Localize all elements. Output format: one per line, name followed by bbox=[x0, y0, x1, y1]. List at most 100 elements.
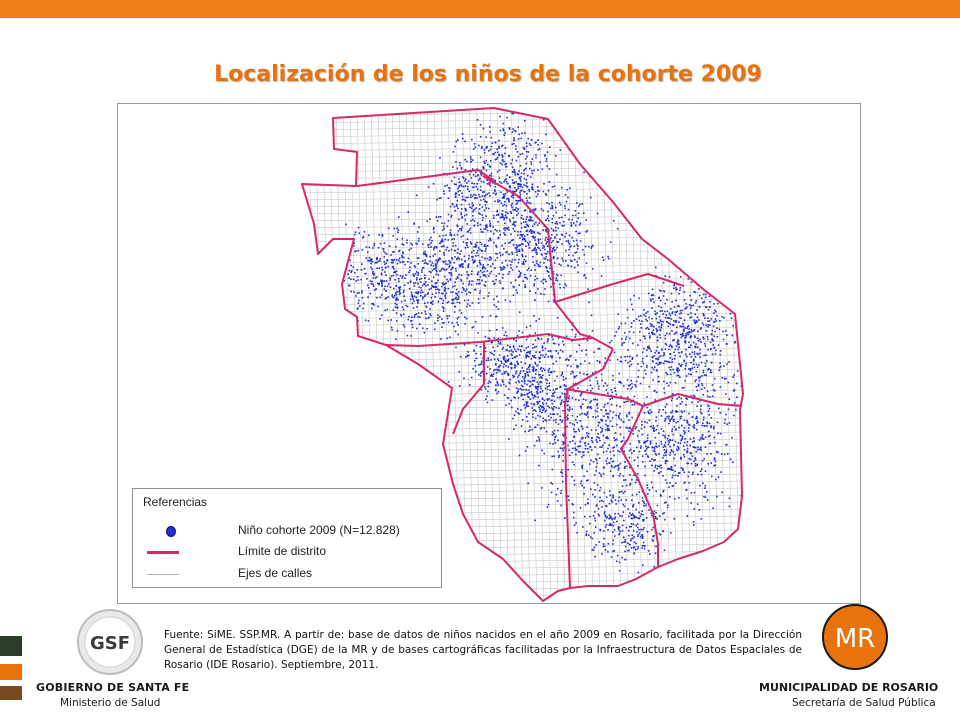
child-point bbox=[620, 395, 622, 398]
child-point bbox=[537, 337, 539, 339]
child-point bbox=[603, 406, 605, 408]
child-point bbox=[662, 446, 665, 448]
child-point bbox=[601, 420, 603, 422]
child-point bbox=[541, 347, 544, 349]
child-point bbox=[510, 233, 512, 235]
child-point bbox=[568, 243, 571, 245]
child-point bbox=[577, 271, 579, 274]
child-point bbox=[478, 212, 480, 214]
child-point bbox=[681, 325, 683, 328]
child-point bbox=[539, 427, 542, 430]
child-point bbox=[713, 436, 715, 439]
child-point bbox=[672, 420, 675, 422]
child-point bbox=[341, 245, 344, 247]
child-point bbox=[559, 403, 562, 406]
child-point bbox=[721, 315, 723, 318]
child-point bbox=[455, 192, 458, 195]
child-point bbox=[508, 350, 511, 353]
child-point bbox=[570, 222, 572, 224]
child-point bbox=[384, 266, 387, 269]
child-point bbox=[446, 315, 448, 317]
child-point bbox=[457, 207, 459, 210]
child-point bbox=[562, 379, 565, 381]
child-point bbox=[637, 535, 639, 538]
child-point bbox=[532, 235, 534, 238]
child-point bbox=[567, 404, 569, 406]
child-point bbox=[515, 207, 517, 209]
child-point bbox=[396, 273, 398, 276]
child-point bbox=[436, 198, 438, 201]
child-point bbox=[463, 255, 466, 258]
child-point bbox=[464, 323, 466, 325]
child-point bbox=[464, 219, 467, 221]
child-point bbox=[633, 450, 635, 452]
child-point bbox=[587, 534, 590, 536]
child-point bbox=[383, 280, 386, 282]
child-point bbox=[523, 177, 526, 180]
child-point bbox=[418, 323, 421, 325]
child-point bbox=[635, 524, 637, 527]
child-point bbox=[599, 446, 601, 448]
child-point bbox=[544, 387, 547, 390]
child-point bbox=[483, 160, 485, 163]
child-point bbox=[628, 456, 631, 459]
child-point bbox=[700, 327, 702, 329]
child-point bbox=[506, 355, 509, 357]
child-point bbox=[663, 387, 665, 390]
child-point bbox=[534, 395, 537, 398]
child-point bbox=[658, 316, 661, 318]
child-point bbox=[710, 333, 713, 336]
child-point bbox=[368, 234, 370, 237]
child-point bbox=[528, 201, 530, 204]
child-point bbox=[652, 450, 655, 452]
child-point bbox=[558, 217, 561, 219]
child-point bbox=[679, 289, 681, 291]
child-point bbox=[517, 363, 519, 366]
child-point bbox=[485, 207, 488, 209]
child-point bbox=[525, 405, 528, 408]
child-point bbox=[508, 186, 511, 188]
child-point bbox=[389, 279, 392, 281]
child-point bbox=[516, 202, 519, 204]
child-point bbox=[548, 367, 551, 370]
child-point bbox=[579, 394, 582, 397]
child-point bbox=[671, 358, 674, 361]
child-point bbox=[653, 429, 655, 431]
child-point bbox=[556, 375, 558, 378]
child-point bbox=[556, 317, 559, 319]
child-point bbox=[492, 346, 494, 349]
child-point bbox=[422, 267, 424, 269]
child-point bbox=[486, 270, 489, 272]
child-point bbox=[531, 183, 534, 186]
child-point bbox=[710, 318, 713, 320]
child-point bbox=[639, 339, 641, 341]
child-point bbox=[467, 263, 470, 265]
child-point bbox=[513, 286, 515, 288]
child-point bbox=[607, 447, 609, 450]
child-point bbox=[623, 490, 626, 493]
child-point bbox=[470, 243, 472, 245]
child-point bbox=[382, 250, 385, 253]
child-point bbox=[556, 413, 559, 416]
child-point bbox=[464, 169, 467, 171]
child-point bbox=[516, 361, 519, 363]
child-point bbox=[710, 417, 713, 419]
child-point bbox=[646, 455, 649, 457]
child-point bbox=[699, 338, 701, 341]
child-point bbox=[521, 132, 523, 135]
child-point bbox=[375, 288, 377, 290]
child-point bbox=[722, 338, 725, 341]
child-point bbox=[493, 217, 495, 219]
child-point bbox=[412, 274, 415, 276]
child-point bbox=[703, 301, 705, 303]
district-boundaries bbox=[301, 107, 744, 602]
child-point bbox=[566, 425, 568, 428]
child-point bbox=[595, 504, 598, 506]
child-point bbox=[393, 258, 396, 261]
child-point bbox=[651, 366, 653, 369]
child-point bbox=[424, 250, 427, 253]
child-point bbox=[732, 390, 735, 392]
child-point bbox=[646, 326, 649, 329]
child-point bbox=[673, 283, 676, 286]
child-point bbox=[410, 291, 413, 294]
